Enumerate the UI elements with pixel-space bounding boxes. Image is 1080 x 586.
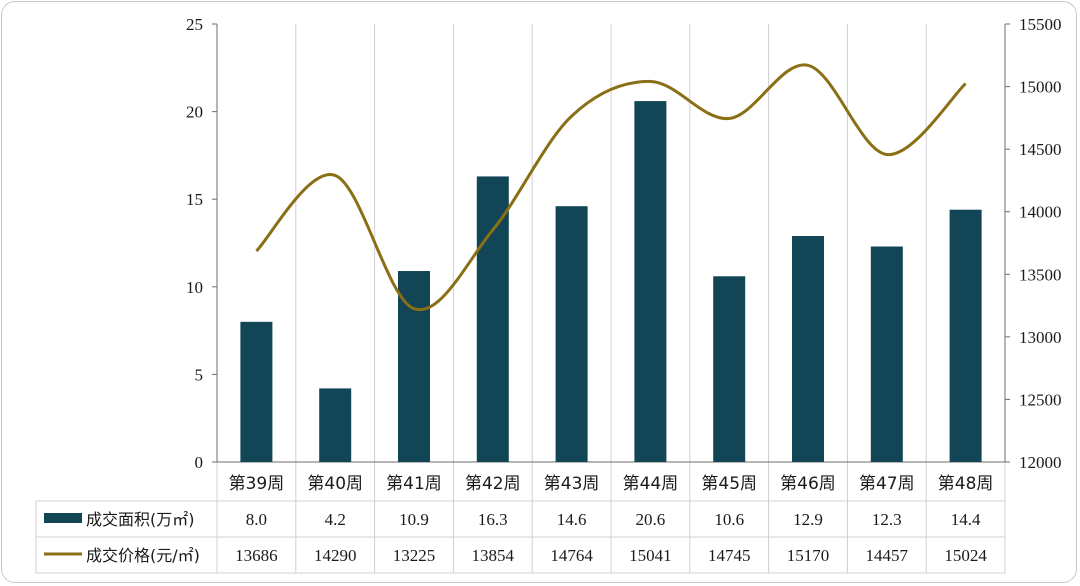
category-label: 第45周 [701, 474, 757, 494]
right-tick-label: 14000 [1019, 203, 1062, 222]
line-value-label: 15170 [787, 546, 830, 565]
category-label: 第46周 [780, 474, 836, 494]
bar [555, 206, 588, 462]
line-value-label: 13686 [235, 546, 278, 565]
line-legend-label: 成交价格(元/㎡) [86, 546, 200, 565]
category-label: 第47周 [859, 474, 915, 494]
category-label: 第48周 [938, 474, 994, 494]
bar-value-label: 10.9 [399, 510, 429, 529]
line-value-label: 13854 [472, 546, 515, 565]
category-label: 第40周 [307, 474, 363, 494]
bar [240, 321, 273, 462]
bar-value-label: 12.3 [872, 510, 902, 529]
left-tick-label: 20 [186, 103, 203, 122]
line-value-label: 14764 [550, 546, 593, 565]
right-tick-label: 13000 [1019, 328, 1062, 347]
category-label: 第43周 [544, 474, 600, 494]
right-tick-label: 12000 [1019, 453, 1062, 472]
bar-value-label: 20.6 [636, 510, 666, 529]
left-tick-label: 10 [186, 278, 203, 297]
bar [476, 176, 509, 462]
left-tick-label: 15 [186, 190, 203, 209]
category-label: 第44周 [623, 474, 679, 494]
bar-value-label: 16.3 [478, 510, 508, 529]
right-tick-label: 15500 [1019, 15, 1062, 34]
line-value-label: 14290 [314, 546, 357, 565]
bar [713, 276, 746, 462]
bar [634, 101, 667, 462]
line-value-label: 15024 [944, 546, 987, 565]
line-value-label: 15041 [629, 546, 672, 565]
left-tick-label: 0 [195, 453, 204, 472]
right-tick-label: 14500 [1019, 140, 1062, 159]
bar-value-label: 4.2 [325, 510, 346, 529]
bar-value-label: 14.4 [951, 510, 981, 529]
bar [949, 209, 982, 462]
right-tick-label: 13500 [1019, 265, 1062, 284]
bar-value-label: 10.6 [714, 510, 744, 529]
category-label: 第41周 [386, 474, 442, 494]
line-value-label: 14457 [866, 546, 909, 565]
bar-legend-label: 成交面积(万㎡) [86, 510, 195, 529]
left-tick-label: 25 [186, 15, 203, 34]
price-line [255, 63, 967, 312]
line-value-label: 13225 [393, 546, 436, 565]
category-label: 第42周 [465, 474, 521, 494]
bar [398, 271, 430, 462]
bar-value-label: 12.9 [793, 510, 823, 529]
right-tick-label: 12500 [1019, 390, 1062, 409]
category-label: 第39周 [229, 474, 285, 494]
right-tick-label: 15000 [1019, 78, 1062, 97]
bar-value-label: 8.0 [246, 510, 267, 529]
line-value-label: 14745 [708, 546, 751, 565]
bar-value-label: 14.6 [557, 510, 587, 529]
bar [792, 235, 824, 462]
left-tick-label: 5 [195, 365, 204, 384]
bar-legend-swatch [44, 513, 82, 523]
bar [870, 246, 903, 462]
bar [319, 388, 352, 462]
